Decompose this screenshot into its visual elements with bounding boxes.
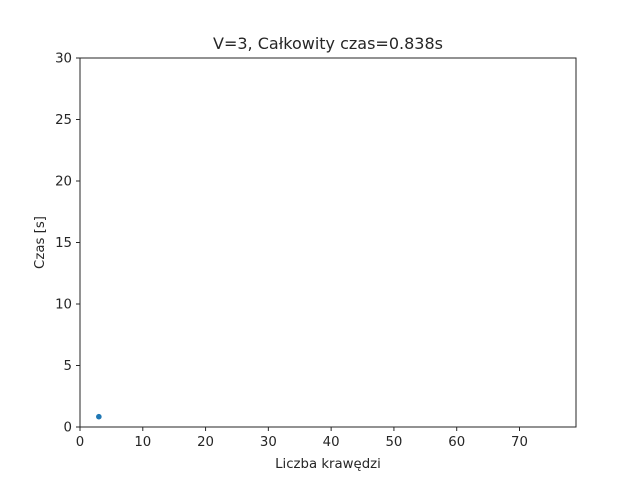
- y-tick-label: 0: [64, 421, 72, 436]
- x-tick-label: 40: [323, 435, 340, 450]
- y-axis-label: Czas [s]: [33, 216, 48, 269]
- x-tick-label: 60: [448, 435, 465, 450]
- y-tick-label: 10: [55, 298, 72, 313]
- x-tick-label: 20: [197, 435, 214, 450]
- x-axis-label: Liczba krawędzi: [275, 457, 381, 472]
- x-axis-ticks: 0 10 20 30 40 50 60 70: [76, 427, 528, 450]
- x-tick-label: 70: [511, 435, 528, 450]
- data-point: [96, 413, 102, 420]
- y-tick-label: 15: [55, 236, 72, 251]
- x-tick-label: 30: [260, 435, 277, 450]
- chart-title: V=3, Całkowity czas=0.838s: [213, 34, 443, 53]
- x-tick-label: 50: [385, 435, 402, 450]
- y-tick-label: 30: [55, 52, 72, 67]
- y-tick-label: 25: [55, 113, 72, 128]
- plot-area-frame: [79, 57, 577, 428]
- x-tick-label: 10: [134, 435, 151, 450]
- y-tick-label: 20: [55, 175, 72, 190]
- data-points: [96, 413, 102, 420]
- y-axis-ticks: 0 5 10 15 20 25 30: [55, 52, 80, 436]
- x-tick-label: 0: [76, 435, 84, 450]
- y-tick-label: 5: [64, 359, 72, 374]
